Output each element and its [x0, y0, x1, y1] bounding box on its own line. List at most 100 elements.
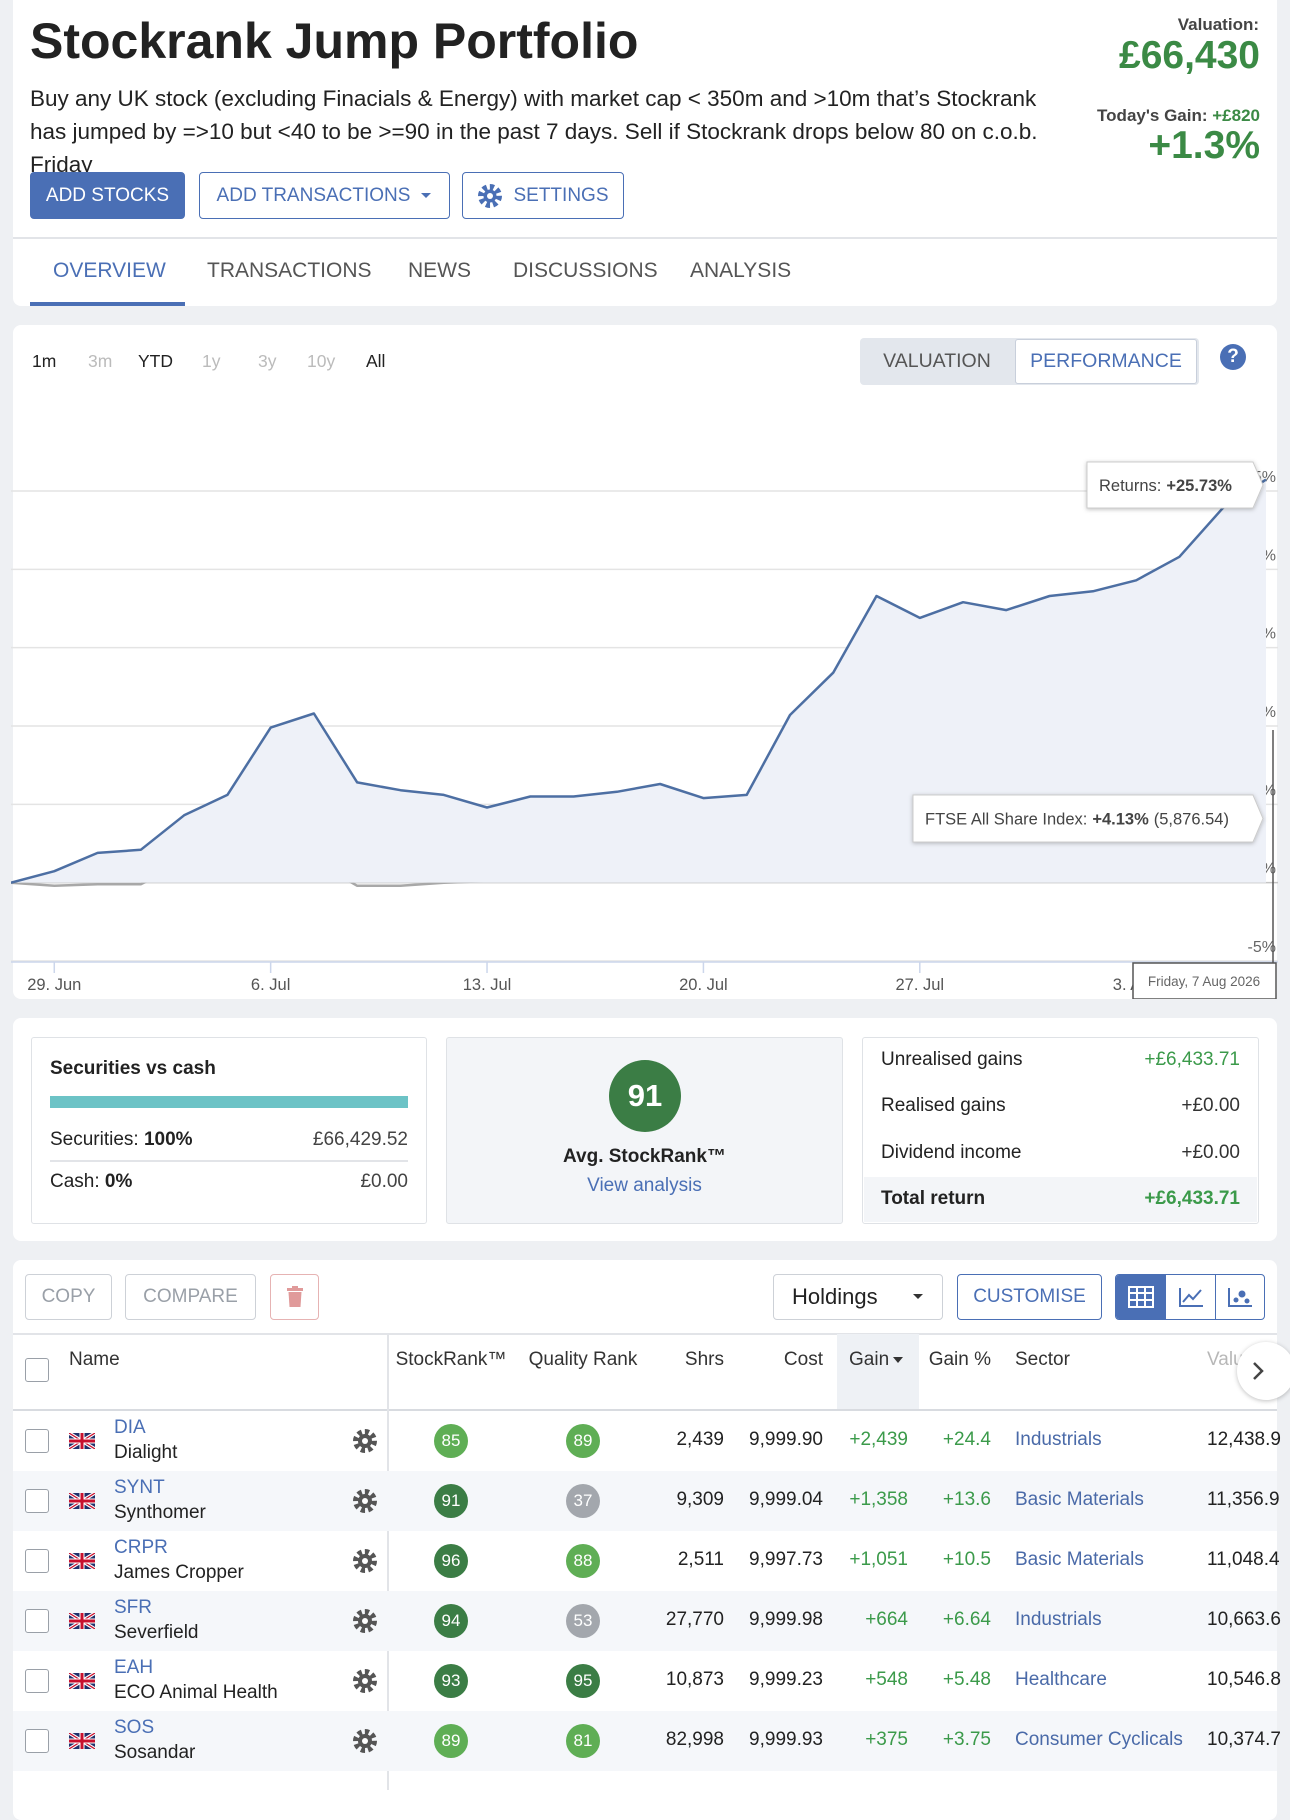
cash-box	[31, 1037, 427, 1224]
stockrank-badge: 91	[434, 1484, 468, 1518]
copy-button[interactable]: COPY	[25, 1274, 112, 1320]
quality-rank-badge: 53	[566, 1604, 600, 1638]
gear-hole	[362, 1678, 368, 1684]
row-checkbox[interactable]	[25, 1549, 49, 1573]
line-view[interactable]	[1165, 1275, 1214, 1319]
row-checkbox[interactable]	[25, 1489, 49, 1513]
row-checkbox[interactable]	[25, 1669, 49, 1693]
gear-icon[interactable]	[352, 1488, 378, 1514]
sector: Industrials	[1015, 1429, 1102, 1450]
tab[interactable]: OVERVIEW	[53, 259, 166, 282]
tab[interactable]: TRANSACTIONS	[207, 259, 372, 282]
shares: 82,998	[665, 1729, 724, 1750]
range-button: 1y	[202, 351, 221, 371]
gear-icon[interactable]	[352, 1728, 378, 1754]
gear-icon[interactable]	[352, 1608, 378, 1634]
value: 11,356.9	[1207, 1489, 1280, 1510]
gear-teeth	[353, 1549, 377, 1573]
returns-area	[11, 479, 1266, 883]
gear-teeth	[353, 1489, 377, 1513]
todays-gain: Today's Gain: +£820	[1097, 106, 1260, 126]
settings-button[interactable]: SETTINGS	[462, 172, 624, 219]
return-value: +£0.00	[1181, 1095, 1240, 1116]
tab[interactable]: DISCUSSIONS	[513, 259, 658, 282]
returns-tooltip: Returns: +25.73%	[1086, 461, 1264, 509]
column-header[interactable]: Gain	[849, 1349, 904, 1371]
gear-icon[interactable]	[352, 1548, 378, 1574]
flag-cross-red	[69, 1613, 95, 1629]
scatter-view[interactable]	[1214, 1275, 1264, 1319]
ticker[interactable]: SFR	[114, 1597, 152, 1618]
column-header[interactable]: Valu	[1207, 1349, 1244, 1370]
gear-icon[interactable]	[352, 1668, 378, 1694]
x-tick-label: 27. Jul	[895, 976, 944, 994]
todays-gain-pct: +1.3%	[1148, 124, 1260, 167]
column-header[interactable]: Sector	[1015, 1349, 1070, 1370]
stockrank-badge: 93	[434, 1664, 468, 1698]
ticker[interactable]: EAH	[114, 1657, 154, 1678]
tab[interactable]: NEWS	[408, 259, 471, 282]
caret	[913, 1294, 923, 1299]
ticker[interactable]: SOS	[114, 1717, 155, 1738]
gain: +375	[865, 1729, 908, 1750]
column-header[interactable]: Cost	[783, 1349, 823, 1370]
value: 10,663.6	[1207, 1609, 1281, 1630]
column-header[interactable]: Name	[69, 1349, 120, 1370]
view-dropdown[interactable]: Holdings	[773, 1274, 943, 1320]
column-header[interactable]: Shrs	[684, 1349, 724, 1370]
ticker[interactable]: CRPR	[114, 1537, 168, 1558]
customise-button[interactable]: CUSTOMISE	[957, 1274, 1102, 1320]
flag-cross-red	[69, 1733, 95, 1749]
range-button[interactable]: 1m	[32, 351, 57, 371]
value: 10,374.7	[1207, 1729, 1281, 1750]
gain-pct: +6.64	[942, 1609, 991, 1630]
company-name: Sosandar	[114, 1742, 196, 1763]
range-button[interactable]: All	[366, 351, 386, 371]
date-box	[1132, 962, 1277, 999]
gain-pct: +24.4	[942, 1429, 991, 1450]
delete-button[interactable]	[270, 1274, 319, 1320]
x-tick-label: 13. Jul	[463, 976, 512, 994]
performance-mode[interactable]: PERFORMANCE	[1015, 339, 1197, 384]
gain-pct: +10.5	[942, 1549, 991, 1570]
column-header[interactable]: Gain %	[928, 1349, 991, 1370]
gain-pct: +13.6	[942, 1489, 991, 1510]
column-header[interactable]: StockRank™	[395, 1349, 507, 1370]
uk-flag	[69, 1613, 95, 1629]
select-all-checkbox[interactable]	[25, 1358, 49, 1382]
view-analysis-link[interactable]: View analysis	[587, 1175, 702, 1196]
scroll-right-button[interactable]	[1237, 1342, 1290, 1400]
gain-pct: +3.75	[942, 1729, 991, 1750]
cash-row: Cash: 0%	[50, 1171, 132, 1193]
cost: 9,999.98	[749, 1609, 823, 1630]
value: 12,438.9	[1207, 1429, 1281, 1450]
gear-icon[interactable]	[352, 1428, 378, 1454]
row-checkbox[interactable]	[25, 1729, 49, 1753]
tooltip-extra: (5,876.54)	[1154, 811, 1229, 829]
tab[interactable]: ANALYSIS	[690, 259, 792, 282]
table-view[interactable]	[1116, 1275, 1166, 1319]
quality-rank-badge: 95	[566, 1664, 600, 1698]
gear-icon	[478, 183, 503, 208]
tooltip-label: FTSE All Share Index:	[925, 811, 1087, 829]
shares: 2,511	[677, 1549, 724, 1570]
gain: +548	[865, 1669, 908, 1690]
company-name: ECO Animal Health	[114, 1682, 278, 1703]
flag-cross-red	[69, 1673, 95, 1689]
add-transactions-button[interactable]: ADD TRANSACTIONS	[199, 172, 450, 219]
ticker[interactable]: DIA	[114, 1417, 146, 1438]
gain: +2,439	[849, 1429, 908, 1450]
todays-gain-value: +£820	[1212, 106, 1260, 125]
caret	[893, 1357, 904, 1363]
ticker[interactable]: SYNT	[114, 1477, 165, 1498]
range-button[interactable]: YTD	[138, 351, 173, 371]
valuation-mode[interactable]: VALUATION	[883, 350, 991, 372]
compare-button[interactable]: COMPARE	[125, 1274, 256, 1320]
help-icon[interactable]: ?	[1220, 344, 1246, 370]
row-checkbox[interactable]	[25, 1429, 49, 1453]
column-header[interactable]: Quality Rank	[528, 1349, 638, 1370]
row-checkbox[interactable]	[25, 1609, 49, 1633]
gear-hole	[362, 1498, 368, 1504]
add-stocks-button[interactable]: ADD STOCKS	[30, 172, 185, 219]
tooltip-value: +4.13%	[1092, 811, 1149, 829]
